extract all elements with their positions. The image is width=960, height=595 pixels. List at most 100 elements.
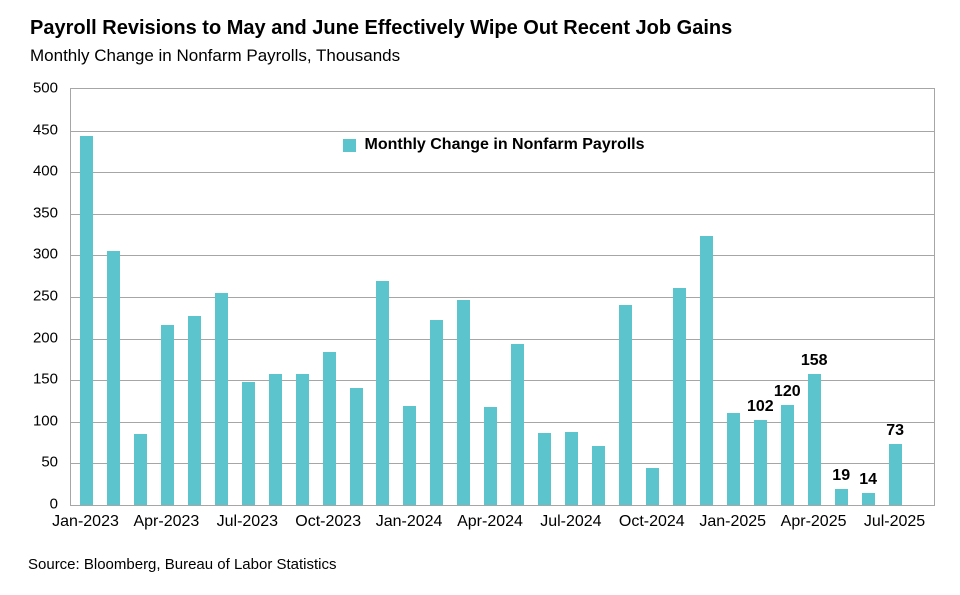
y-tick-label: 0 [49,495,58,513]
bar-slot-Jan-2023 [80,135,93,505]
bar-value-label-Jun-2025: 14 [859,471,878,489]
x-tick-label-Oct-2023: Oct-2023 [295,513,362,530]
bar-value-label-Apr-2025: 158 [800,351,828,369]
y-tick-label: 150 [32,370,58,388]
bar-slot-Oct-2024 [646,468,660,505]
bar-slot-Aug-2023 [268,374,282,505]
bar-Apr-2024 [484,406,498,505]
bar-Nov-2024 [672,287,686,505]
gridline-250 [71,297,934,298]
x-tick-label-Jul-2023: Jul-2023 [216,513,278,530]
x-axis-tick-labels: Jan-2023 Apr-2023 Jul-2023 Oct-2023 Jan-2024… [52,513,933,535]
y-tick-label: 200 [32,329,58,347]
bar-Jan-2024 [403,406,417,505]
x-tick-label-Jan-2023: Jan-2023 [52,513,119,530]
gridline-350 [71,213,934,215]
bar-Aug-2023 [268,374,282,505]
bar-slot-Jun-2023 [214,292,228,505]
bar-slot-Feb-2024 [430,320,444,505]
bar-Oct-2024 [646,468,660,505]
y-tick-label: 300 [32,245,58,263]
bar-Aug-2024 [592,445,606,505]
bar-May-2023 [187,316,201,505]
bar-May-2025 [834,489,848,505]
bar-slot-Jun-2024 [538,432,552,505]
x-tick-label-Apr-2023: Apr-2023 [133,513,200,530]
x-tick-label-Oct-2024: Oct-2024 [618,513,685,530]
bar-value-label-Jul-2025: 73 [886,422,904,440]
bar-slot-May-2023 [187,316,201,505]
bar-slot-Jul-2023 [241,381,255,505]
legend-label: Monthly Change in Nonfarm Payrolls [364,136,645,153]
gridline-450 [71,130,934,132]
bar-slot-Jul-2025: 73 [886,422,904,505]
gridline-100 [71,421,934,423]
gridline-50 [71,463,934,465]
bar-slot-Dec-2024 [699,236,713,505]
x-tick-label-Jul-2025: Jul-2025 [863,513,926,530]
bar-Sep-2023 [295,373,309,505]
bar-slot-May-2025: 19 [832,467,850,505]
bar-Jul-2023 [241,381,255,505]
bar-Jun-2024 [538,432,552,505]
y-tick-label: 350 [32,204,58,222]
bar-Jul-2024 [565,431,579,505]
bar-slot-Nov-2024 [672,287,686,505]
bar-slot-Jan-2024 [403,406,417,505]
bar-Feb-2023 [106,251,120,505]
y-tick-label: 500 [32,79,58,97]
bar-Jun-2025 [861,493,875,505]
bar-slot-Oct-2023 [322,351,336,505]
bar-slot-Apr-2025: 158 [801,352,828,505]
bar-Dec-2023 [376,281,390,505]
bar-slot-Feb-2023 [106,251,120,505]
chart-subtitle: Monthly Change in Nonfarm Payrolls, Thou… [30,46,401,65]
y-tick-label: 50 [41,453,58,471]
legend-swatch-icon [342,138,356,152]
bar-Sep-2024 [619,305,633,505]
bar-Apr-2023 [160,325,174,505]
bar-Apr-2025 [807,373,821,505]
plot-area: 102 120 158 19 14 73 Monthly Change in Nonfar… [70,88,935,506]
bar-slot-Sep-2024 [619,305,633,505]
x-tick-label-Jul-2024: Jul-2024 [540,513,602,530]
bar-Mar-2025 [780,405,794,505]
bar-slot-Mar-2025: 120 [774,383,801,505]
chart-title: Payroll Revisions to May and June Effect… [30,17,733,39]
gridline-200 [71,338,934,340]
bar-slot-Dec-2023 [376,281,390,505]
bar-slot-Jun-2025: 14 [859,471,877,505]
bar-value-label-Feb-2025: 102 [746,398,774,416]
bar-Jul-2025 [888,444,902,505]
bar-slot-Sep-2023 [295,373,309,505]
bar-Jun-2023 [214,292,228,505]
x-tick-label-Jan-2024: Jan-2024 [375,513,443,530]
bar-Oct-2023 [322,351,336,505]
bar-Dec-2024 [699,236,713,505]
gridline-150 [71,380,934,382]
bar-Nov-2023 [349,387,363,505]
x-tick-label-Apr-2024: Apr-2024 [457,513,523,530]
bar-slot-Mar-2023 [133,434,147,505]
y-tick-label: 250 [32,287,58,305]
bar-slot-Aug-2024 [592,445,606,505]
y-tick-label: 400 [32,162,58,180]
gridline-400 [71,172,934,174]
bar-slot-Feb-2025: 102 [747,398,774,505]
bar-slot-Jan-2025 [726,412,740,505]
y-tick-label: 450 [32,121,58,139]
bar-Mar-2024 [457,300,471,505]
bar-slot-Nov-2023 [349,387,363,505]
bar-value-label-May-2025: 19 [832,467,851,485]
source-note: Source: Bloomberg, Bureau of Labor Stati… [28,556,337,573]
bar-Feb-2025 [753,420,767,505]
x-tick-label-Jan-2025: Jan-2025 [699,513,767,530]
bar-May-2024 [511,344,525,505]
gridline-300 [71,255,934,257]
legend: Monthly Change in Nonfarm Payrolls [342,136,645,154]
bar-Mar-2023 [133,434,147,505]
bar-series: 102 120 158 19 14 73 [71,89,934,505]
bar-Jan-2023 [80,135,93,505]
bar-value-label-Mar-2025: 120 [773,383,801,401]
